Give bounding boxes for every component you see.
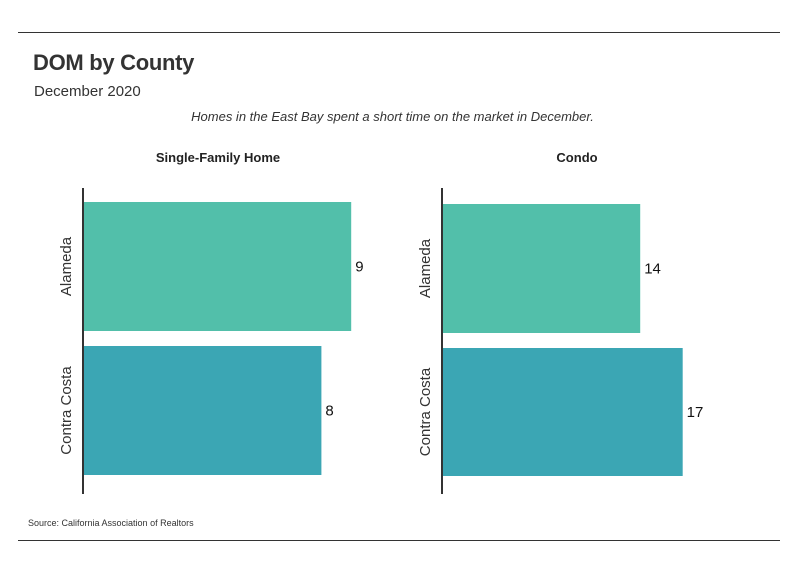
bar-condo-alameda [442,204,641,333]
data-label-single-family-alameda: 9 [355,259,363,276]
source-note: Source: California Association of Realto… [28,518,194,528]
bar-single-family-alameda [83,202,352,331]
data-label-condo-alameda: 14 [644,261,661,278]
bar-condo-contra-costa [442,348,683,476]
bottom-rule [18,540,780,541]
data-label-single-family-contra-costa: 8 [325,403,333,420]
category-label-single-family-alameda: Alameda [58,236,75,296]
bar-single-family-contra-costa [83,346,322,475]
chart-note: Homes in the East Bay spent a short time… [191,109,594,124]
category-label-single-family-contra-costa: Contra Costa [58,366,75,455]
data-label-condo-contra-costa: 17 [687,404,704,421]
category-label-condo-contra-costa: Contra Costa [417,367,434,456]
chart-title: DOM by County [33,50,195,75]
panel-title-condo: Condo [556,150,598,165]
chart-subtitle: December 2020 [34,83,141,100]
category-label-condo-alameda: Alameda [417,238,434,298]
top-rule [18,32,780,33]
panel-title-single-family: Single-Family Home [155,150,281,165]
